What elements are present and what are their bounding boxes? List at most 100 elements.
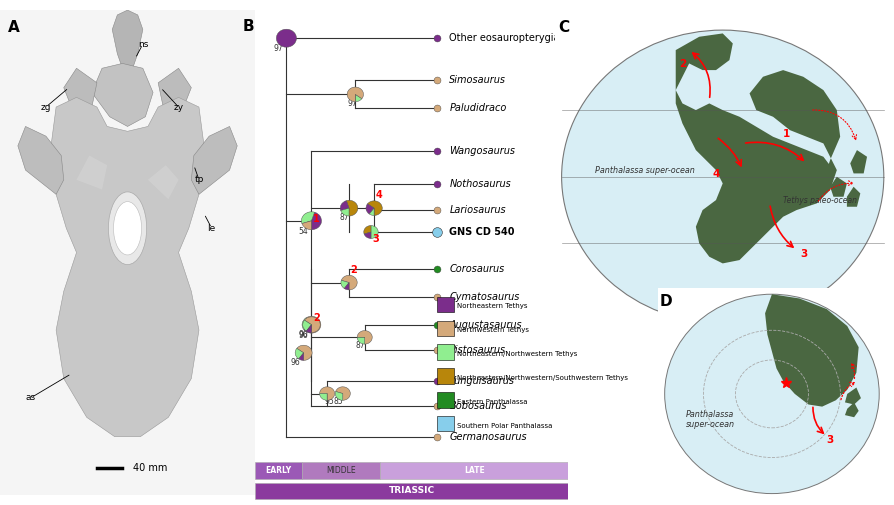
Bar (436, 368, 453, 384)
Wedge shape (341, 280, 349, 288)
Wedge shape (341, 208, 349, 216)
Bar (436, 416, 453, 431)
Text: Wangosaurus: Wangosaurus (449, 145, 515, 156)
Text: Simosaurus: Simosaurus (449, 75, 506, 85)
Text: 97: 97 (347, 99, 357, 108)
Polygon shape (764, 294, 857, 407)
Text: 1: 1 (782, 129, 789, 139)
Polygon shape (846, 187, 859, 207)
Wedge shape (335, 387, 350, 400)
Polygon shape (158, 68, 191, 107)
Wedge shape (346, 200, 358, 216)
Text: Panthalassa
super-ocean: Panthalassa super-ocean (685, 410, 734, 429)
Polygon shape (92, 64, 153, 126)
Text: Paludidraco: Paludidraco (449, 104, 506, 114)
Text: Eastern Panthalassa: Eastern Panthalassa (457, 399, 527, 405)
Text: tp: tp (194, 175, 204, 184)
Text: 87: 87 (355, 341, 365, 350)
Wedge shape (341, 275, 357, 290)
Polygon shape (844, 387, 860, 405)
Text: 54: 54 (299, 227, 308, 236)
Text: Southern Polar Panthalassa: Southern Polar Panthalassa (457, 423, 552, 429)
Bar (436, 392, 453, 408)
Text: C: C (558, 20, 569, 35)
Text: zg: zg (40, 103, 51, 112)
Polygon shape (51, 97, 204, 437)
Text: Panthalassa super-ocean: Panthalassa super-ocean (595, 166, 695, 175)
Wedge shape (302, 320, 311, 331)
Bar (436, 344, 453, 360)
Text: Other eosauropterygians: Other eosauropterygians (449, 33, 570, 43)
Text: D: D (660, 294, 672, 309)
Polygon shape (148, 165, 178, 199)
Wedge shape (367, 201, 382, 216)
Bar (380, 462, 568, 479)
Text: 4: 4 (375, 190, 382, 200)
Text: Northeastern/Northwestern Tethys: Northeastern/Northwestern Tethys (457, 351, 577, 357)
Polygon shape (112, 10, 143, 68)
Text: le: le (207, 224, 215, 233)
Wedge shape (306, 316, 320, 333)
Text: Northeastern/Northwestern/Southwestern Tethys: Northeastern/Northwestern/Southwestern T… (457, 375, 628, 381)
Text: 96: 96 (291, 358, 300, 367)
Text: LATE: LATE (463, 466, 485, 475)
Wedge shape (301, 221, 311, 230)
Bar (436, 296, 453, 312)
Wedge shape (363, 226, 370, 234)
Text: Augustasaurus: Augustasaurus (449, 320, 521, 330)
Text: Lariosaurus: Lariosaurus (449, 205, 505, 215)
Text: zy: zy (173, 103, 183, 112)
Wedge shape (366, 204, 374, 214)
Text: Northeastern Tethys: Northeastern Tethys (457, 304, 527, 310)
Wedge shape (302, 318, 311, 330)
Text: B: B (242, 19, 254, 34)
Wedge shape (344, 283, 349, 290)
Text: 97: 97 (274, 44, 283, 53)
Text: GNS CD 540: GNS CD 540 (449, 227, 514, 237)
Polygon shape (18, 126, 63, 194)
Text: 2: 2 (679, 59, 686, 69)
Polygon shape (675, 33, 839, 264)
Text: 2: 2 (313, 313, 319, 323)
Wedge shape (304, 325, 311, 333)
Polygon shape (76, 156, 107, 189)
Text: TRIASSIC: TRIASSIC (388, 486, 434, 495)
Text: Germanosaurus: Germanosaurus (449, 432, 527, 442)
Text: Corosaurus: Corosaurus (449, 264, 504, 274)
Wedge shape (297, 345, 312, 361)
Wedge shape (347, 87, 363, 102)
Wedge shape (357, 331, 372, 344)
Wedge shape (276, 29, 296, 47)
Text: Northwestern Tethys: Northwestern Tethys (457, 327, 528, 333)
Wedge shape (335, 391, 342, 400)
Text: Yunguisaurus: Yunguisaurus (449, 376, 514, 386)
Circle shape (108, 192, 147, 265)
Ellipse shape (561, 30, 882, 323)
Text: 3: 3 (372, 234, 379, 244)
Text: Tethys paleo-ocean: Tethys paleo-ocean (782, 195, 856, 205)
Wedge shape (370, 226, 378, 238)
Text: as: as (26, 393, 36, 402)
Bar (301, 462, 380, 479)
Bar (255, 482, 568, 499)
Polygon shape (849, 150, 866, 173)
Wedge shape (299, 353, 303, 361)
Text: 95: 95 (325, 397, 333, 406)
Text: A: A (8, 20, 20, 35)
Text: EARLY: EARLY (266, 466, 291, 475)
Polygon shape (191, 126, 237, 194)
Text: 3: 3 (799, 249, 806, 259)
Wedge shape (319, 393, 327, 400)
Circle shape (664, 294, 878, 493)
Text: 40 mm: 40 mm (132, 463, 167, 473)
Bar (436, 321, 453, 336)
Wedge shape (306, 325, 311, 333)
Text: Cymatosaurus: Cymatosaurus (449, 291, 519, 301)
Polygon shape (844, 402, 857, 417)
Circle shape (114, 201, 141, 255)
Text: Nothosaurus: Nothosaurus (449, 179, 510, 189)
Text: Bobosaurus: Bobosaurus (449, 401, 506, 411)
Wedge shape (304, 317, 320, 333)
Wedge shape (311, 212, 321, 230)
Text: 1: 1 (313, 214, 319, 224)
